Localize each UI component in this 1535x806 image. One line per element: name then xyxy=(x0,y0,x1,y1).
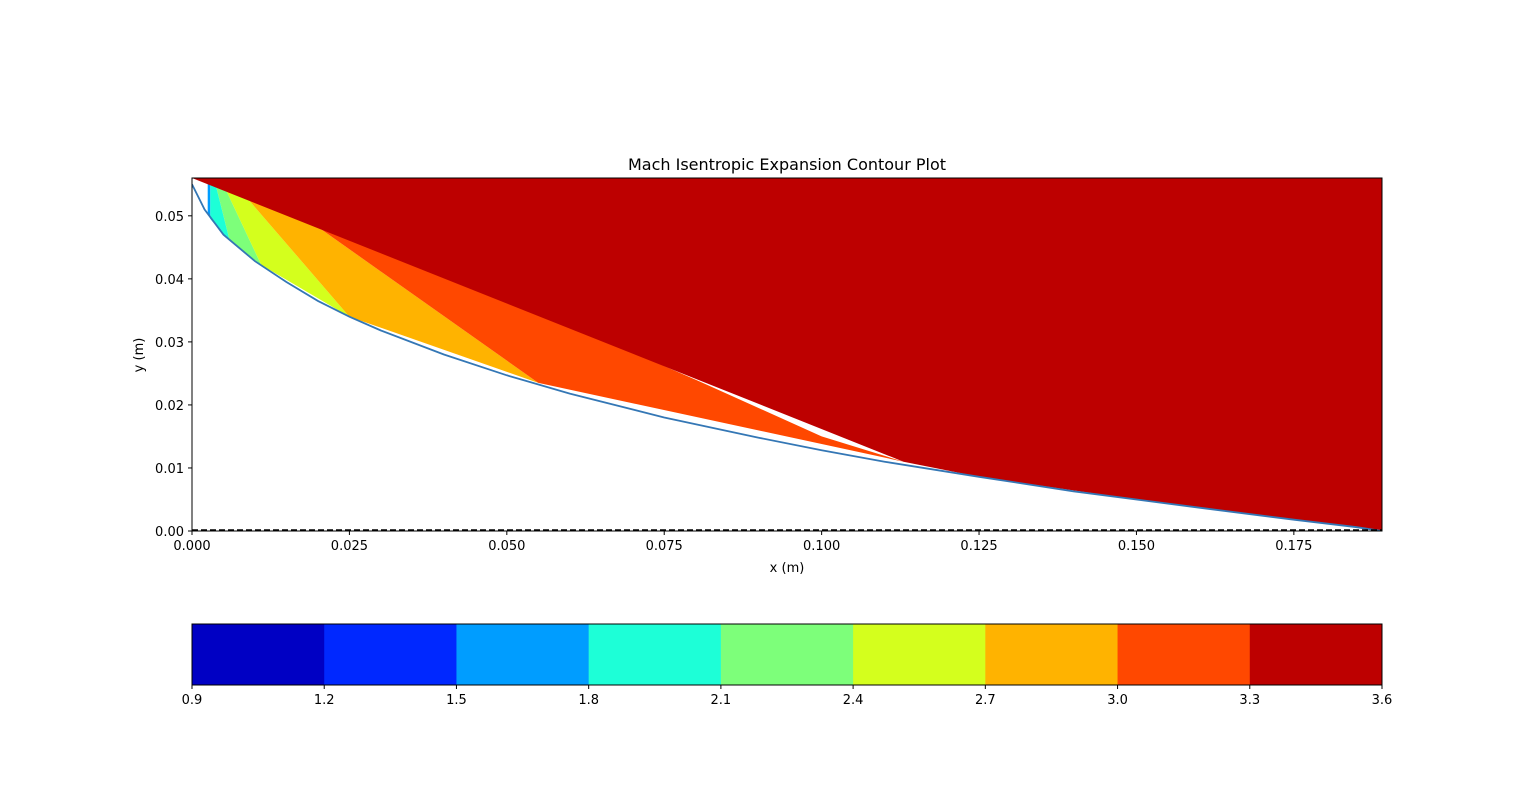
y-axis-ticks: 0.00 0.01 0.02 0.03 0.04 0.05 xyxy=(155,210,192,540)
x-tick-label: 0.100 xyxy=(803,539,840,554)
plot-area xyxy=(192,178,1382,531)
y-tick-label: 0.02 xyxy=(155,399,184,414)
x-tick-label: 0.150 xyxy=(1118,539,1155,554)
colorbar-segment xyxy=(720,624,854,685)
x-axis-ticks: 0.000 0.025 0.050 0.075 0.100 0.125 0.150 0.175 xyxy=(173,531,1312,554)
colorbar-tick-label: 3.6 xyxy=(1372,693,1393,708)
colorbar-segment xyxy=(853,624,986,685)
colorbar-tick-label: 2.7 xyxy=(975,693,996,708)
contour-band-0 xyxy=(207,178,211,219)
colorbar-tick-label: 3.3 xyxy=(1239,693,1260,708)
nozzle-wall-line xyxy=(192,183,1382,531)
colorbar-segment xyxy=(985,624,1119,685)
colorbar-segment xyxy=(1117,624,1251,685)
x-tick-label: 0.125 xyxy=(960,539,997,554)
colorbar-tick-label: 1.8 xyxy=(578,693,599,708)
colorbar-tick-label: 3.0 xyxy=(1107,693,1128,708)
x-tick-label: 0.000 xyxy=(173,539,210,554)
axes-frame xyxy=(191,177,1383,532)
contour-band-3 xyxy=(220,178,350,317)
colorbar-segment xyxy=(456,624,590,685)
x-tick-label: 0.175 xyxy=(1275,539,1312,554)
colorbar-segment xyxy=(588,624,722,685)
colorbar-segment xyxy=(324,624,457,685)
contour-band-4 xyxy=(229,178,539,383)
y-axis-label: y (m) xyxy=(132,338,147,373)
colorbar-frame xyxy=(191,623,1383,686)
chart-title: Mach Isentropic Expansion Contour Plot xyxy=(628,155,946,174)
x-axis-label: x (m) xyxy=(770,561,805,576)
colorbar-tick-label: 2.1 xyxy=(711,693,732,708)
x-tick-label: 0.050 xyxy=(488,539,525,554)
y-tick-label: 0.05 xyxy=(155,210,184,225)
x-tick-label: 0.025 xyxy=(331,539,368,554)
colorbar-segment xyxy=(192,624,325,685)
contour-band-1 xyxy=(210,178,230,241)
x-tick-label: 0.075 xyxy=(646,539,683,554)
contour-band-2 xyxy=(214,178,262,265)
contour-band-6 xyxy=(192,178,1382,531)
colorbar-segment xyxy=(1249,624,1383,685)
y-tick-label: 0.04 xyxy=(155,273,184,288)
y-tick-label: 0.01 xyxy=(155,462,184,477)
colorbar-tick-label: 2.4 xyxy=(843,693,864,708)
colorbar-tick-label: 1.5 xyxy=(446,693,467,708)
colorbar-tick-label: 0.9 xyxy=(182,693,203,708)
colorbar-tick-label: 1.2 xyxy=(314,693,335,708)
y-tick-label: 0.03 xyxy=(155,336,184,351)
y-tick-label: 0.00 xyxy=(155,525,184,540)
colorbar: 0.9 1.2 1.5 1.8 2.1 2.4 2.7 3.0 3.3 3.6 xyxy=(182,623,1393,708)
